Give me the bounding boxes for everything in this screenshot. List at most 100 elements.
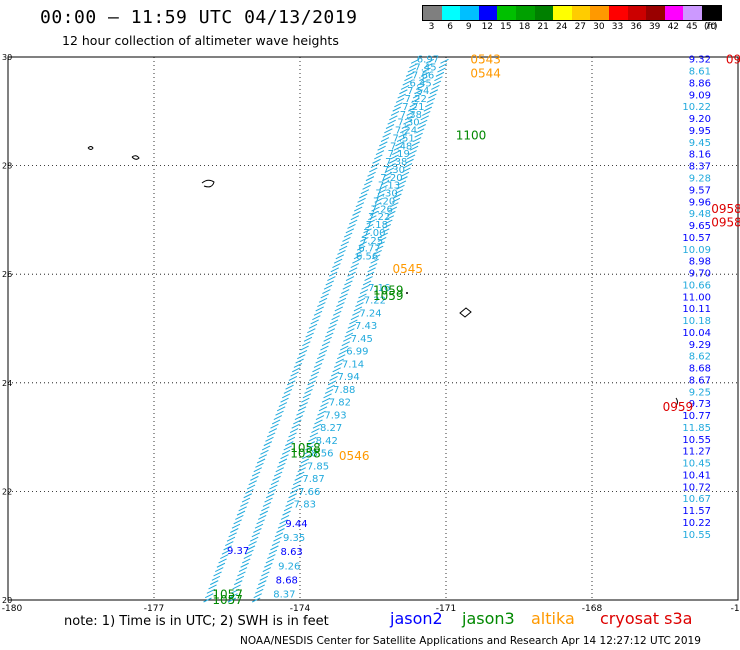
track-tick — [371, 254, 381, 260]
track-tick — [285, 501, 294, 507]
track-tick — [307, 328, 316, 334]
track-tick — [406, 111, 415, 116]
track-tick — [248, 480, 257, 486]
track-tick — [297, 354, 306, 360]
track-value: 7.54 — [407, 86, 429, 97]
jason2-value: 10.55 — [682, 530, 711, 541]
track-tick — [245, 549, 254, 555]
colorbar-label: 3 — [428, 22, 435, 32]
x-tick-label: -171 — [436, 604, 456, 614]
track-tick — [306, 441, 316, 447]
track-tick — [431, 84, 440, 90]
island-dot — [406, 292, 408, 294]
track-tick — [397, 93, 406, 99]
track-tick — [206, 588, 216, 594]
jason3-time-label: 1059 — [373, 283, 404, 297]
track-tick — [367, 267, 376, 273]
track-tick — [393, 193, 402, 199]
track-tick — [432, 80, 442, 86]
track-value: 7.22 — [368, 212, 390, 223]
colorbar-swatch — [497, 6, 516, 20]
track-tick — [371, 206, 380, 212]
jason2-value: 9.48 — [689, 209, 711, 220]
track-tick — [335, 254, 345, 260]
track-tick — [225, 541, 234, 546]
jason2-value: 9.20 — [689, 114, 711, 125]
footer-note: note: 1) Time is in UTC; 2) SWH is in fe… — [64, 614, 329, 629]
track-tick — [372, 202, 382, 208]
track-tick — [218, 558, 227, 564]
track-tick — [359, 289, 369, 295]
track-tick — [302, 454, 311, 460]
track-tick — [303, 336, 313, 342]
track-tick — [347, 271, 356, 277]
colorbar-swatch — [683, 6, 702, 20]
track-tick — [412, 93, 422, 99]
track-value: 7.94 — [337, 372, 359, 383]
track-tick — [283, 389, 293, 394]
map-frame — [7, 56, 739, 601]
track-tick — [299, 462, 308, 468]
track-value: 7.45 — [414, 63, 436, 74]
track-tick — [397, 180, 407, 186]
track-tick — [234, 580, 243, 586]
track-tick — [258, 580, 267, 586]
track-tick — [251, 597, 261, 603]
track-tick — [283, 445, 292, 451]
track-tick — [344, 332, 354, 338]
track-tick — [240, 501, 249, 507]
track-tick — [253, 528, 262, 533]
track-tick — [281, 393, 291, 399]
track-tick — [223, 545, 232, 551]
track-tick — [384, 128, 393, 134]
track-tick — [396, 184, 405, 190]
track-tick — [287, 380, 296, 386]
track-tick — [259, 510, 269, 516]
track-value: 7.20 — [373, 196, 395, 207]
track-tick — [265, 493, 275, 499]
track-tick — [411, 141, 420, 147]
jason2-value: 10.67 — [682, 494, 711, 505]
track-tick — [238, 506, 247, 512]
track-tick — [375, 150, 385, 156]
jason2-value: 10.41 — [682, 470, 711, 481]
track-tick — [258, 454, 268, 460]
track-tick — [408, 106, 417, 112]
track-tick — [329, 319, 339, 325]
track-value: 7.85 — [307, 461, 329, 472]
jason2-value: 10.77 — [682, 411, 711, 422]
track-tick — [409, 102, 419, 108]
track-value: 7.14 — [342, 359, 364, 370]
track-tick — [312, 367, 321, 373]
colorbar-label: 15 — [500, 22, 512, 32]
track-tick — [301, 397, 310, 403]
track-tick — [270, 545, 279, 551]
track-tick — [344, 280, 353, 286]
track-tick — [352, 310, 361, 316]
track-tick — [279, 519, 288, 525]
track-tick — [270, 480, 280, 486]
chart-subtitle: 12 hour collection of altimeter wave hei… — [62, 33, 339, 48]
track-tick — [341, 341, 351, 347]
track-tick — [255, 462, 264, 468]
cryosat-time-label: 0958 — [711, 202, 740, 216]
track-value: 7.00 — [363, 228, 385, 239]
jason2-value: 10.45 — [682, 459, 711, 470]
track-tick — [271, 419, 281, 425]
colorbar-label: 33 — [611, 22, 624, 32]
track-tick — [323, 284, 333, 290]
colorbar-swatch — [608, 6, 628, 20]
track-tick — [235, 575, 245, 581]
jason2-value: 9.57 — [689, 185, 711, 196]
track-tick — [297, 406, 307, 412]
colorbar-swatch — [571, 6, 591, 20]
track-tick — [353, 306, 363, 312]
track-tick — [328, 323, 337, 329]
jason2-value: 10.04 — [682, 328, 711, 339]
jason2-value: 9.95 — [689, 126, 711, 137]
track-tick — [268, 428, 278, 434]
track-tick — [204, 593, 214, 599]
track-tick — [314, 419, 323, 425]
y-tick-label: 30 — [2, 53, 12, 62]
track-tick — [437, 67, 446, 73]
